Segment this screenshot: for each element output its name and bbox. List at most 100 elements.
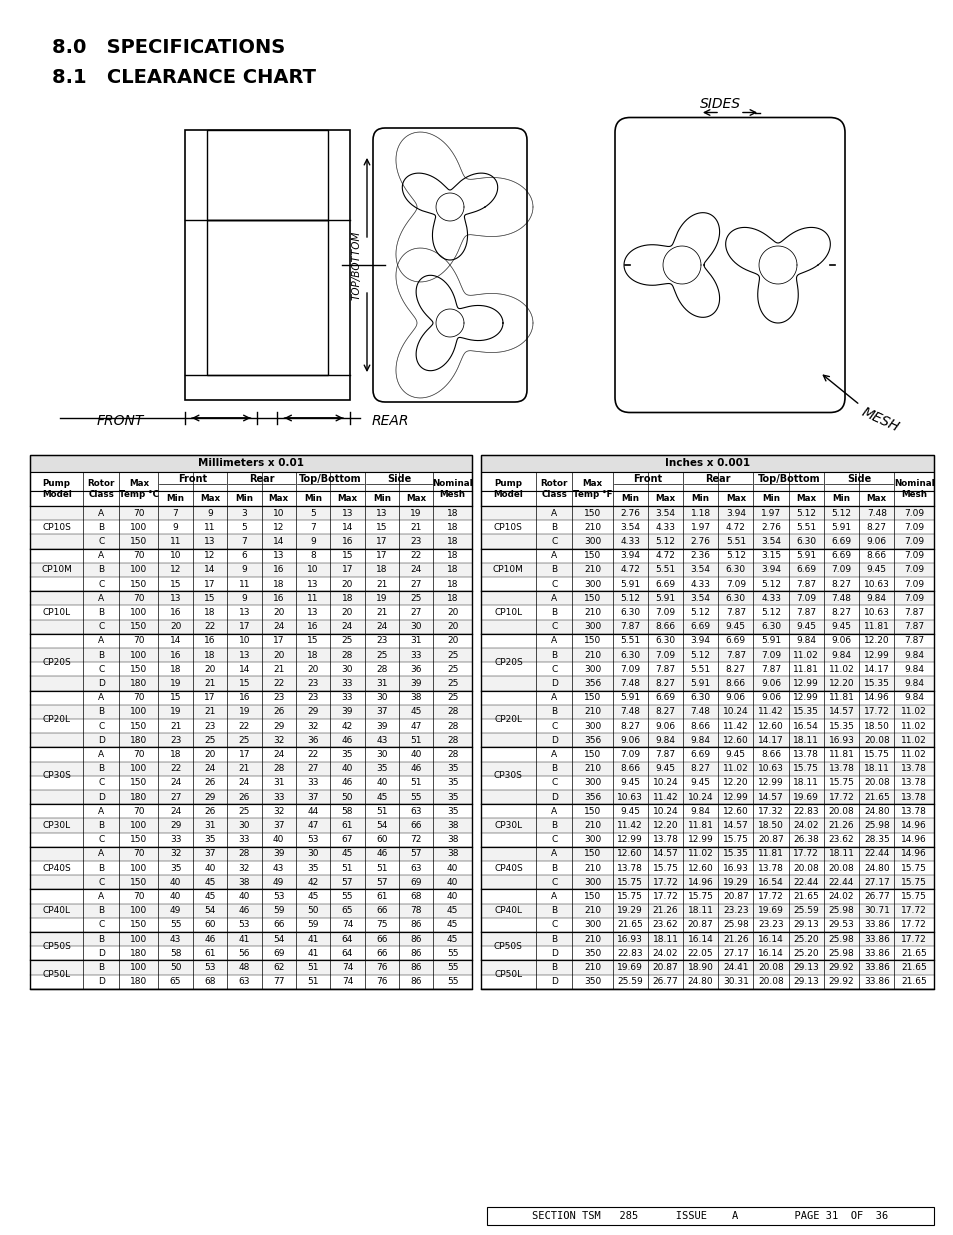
Text: CP40L: CP40L <box>494 906 522 915</box>
Text: 9.84: 9.84 <box>690 736 710 745</box>
Text: 12.20: 12.20 <box>863 636 888 646</box>
Text: 41: 41 <box>307 935 318 944</box>
Text: 38: 38 <box>446 821 458 830</box>
Text: 6.30: 6.30 <box>796 537 816 546</box>
Bar <box>30 677 472 690</box>
Text: 19.29: 19.29 <box>617 906 642 915</box>
Text: SECTION TSM   285      ISSUE    A         PAGE 31  OF  36: SECTION TSM 285 ISSUE A PAGE 31 OF 36 <box>532 1212 887 1221</box>
Text: Pump
Model: Pump Model <box>42 479 71 499</box>
Text: 150: 150 <box>130 664 148 674</box>
Text: 17: 17 <box>204 693 215 703</box>
Text: A: A <box>551 551 557 561</box>
Text: 9.84: 9.84 <box>690 806 710 816</box>
Text: 19.29: 19.29 <box>722 878 748 887</box>
Text: 13: 13 <box>170 594 181 603</box>
Text: CP10S: CP10S <box>42 522 71 532</box>
Text: 60: 60 <box>204 920 215 930</box>
Text: 24.02: 24.02 <box>652 948 678 958</box>
Text: 15.75: 15.75 <box>901 892 926 902</box>
Text: 46: 46 <box>341 778 353 788</box>
Text: 26.38: 26.38 <box>793 835 819 845</box>
Text: 28: 28 <box>375 664 387 674</box>
Text: 10.24: 10.24 <box>652 806 678 816</box>
Text: 300: 300 <box>583 835 600 845</box>
Text: B: B <box>551 863 557 873</box>
Text: 5.12: 5.12 <box>725 551 745 561</box>
Text: 5: 5 <box>310 509 315 517</box>
Text: 28: 28 <box>447 736 457 745</box>
Text: 100: 100 <box>130 522 148 532</box>
Text: 54: 54 <box>204 906 215 915</box>
Text: 25: 25 <box>238 806 250 816</box>
Bar <box>480 946 933 961</box>
Text: 23.62: 23.62 <box>652 920 678 930</box>
Text: 12.20: 12.20 <box>722 778 748 788</box>
Text: 22.44: 22.44 <box>793 878 818 887</box>
Text: 17.72: 17.72 <box>828 793 854 802</box>
Text: 3: 3 <box>241 509 247 517</box>
Text: 25.98: 25.98 <box>863 821 889 830</box>
Text: 13: 13 <box>341 509 353 517</box>
Text: 210: 210 <box>583 708 600 716</box>
Text: 6.30: 6.30 <box>690 693 710 703</box>
Text: 4.33: 4.33 <box>760 594 781 603</box>
Text: 16: 16 <box>341 537 353 546</box>
Bar <box>30 520 472 535</box>
Text: 13.78: 13.78 <box>901 778 926 788</box>
Bar <box>30 605 472 620</box>
Text: 26.77: 26.77 <box>652 977 678 987</box>
Text: 18.11: 18.11 <box>862 764 889 773</box>
Text: REAR: REAR <box>371 414 408 429</box>
Text: CP10M: CP10M <box>493 566 523 574</box>
Text: 40: 40 <box>170 878 181 887</box>
Text: 38: 38 <box>238 878 250 887</box>
Text: 18: 18 <box>307 651 318 659</box>
Bar <box>30 506 472 520</box>
Text: 27.17: 27.17 <box>722 948 748 958</box>
Text: 6.30: 6.30 <box>760 622 781 631</box>
Text: 47: 47 <box>410 721 421 731</box>
Text: B: B <box>98 935 104 944</box>
Text: 7.09: 7.09 <box>903 566 923 574</box>
Text: 46: 46 <box>204 935 215 944</box>
Text: 13: 13 <box>375 509 387 517</box>
Text: 77: 77 <box>273 977 284 987</box>
Bar <box>207 220 328 375</box>
Text: 20: 20 <box>341 579 353 589</box>
Text: 19: 19 <box>170 708 181 716</box>
Text: 7.09: 7.09 <box>725 579 745 589</box>
Text: 37: 37 <box>273 821 284 830</box>
Text: C: C <box>98 721 105 731</box>
Text: 9.45: 9.45 <box>725 750 745 760</box>
Text: 24: 24 <box>341 622 353 631</box>
Text: 18: 18 <box>446 551 458 561</box>
Text: 15: 15 <box>307 636 318 646</box>
Text: 7: 7 <box>172 509 178 517</box>
Text: 7.87: 7.87 <box>903 622 923 631</box>
Text: 150: 150 <box>130 537 148 546</box>
Text: Rotor
Class: Rotor Class <box>540 479 567 499</box>
Text: 23: 23 <box>307 693 318 703</box>
Text: 65: 65 <box>341 906 353 915</box>
Text: 7.48: 7.48 <box>619 679 639 688</box>
Text: 11.81: 11.81 <box>687 821 713 830</box>
Text: 6.69: 6.69 <box>655 693 675 703</box>
Text: 11.42: 11.42 <box>652 793 678 802</box>
Text: 7.87: 7.87 <box>796 608 816 618</box>
Text: 33.86: 33.86 <box>862 948 889 958</box>
Text: 23: 23 <box>307 679 318 688</box>
Text: 55: 55 <box>410 793 421 802</box>
Text: C: C <box>551 664 557 674</box>
Text: 8.27: 8.27 <box>619 721 639 731</box>
Text: 9.06: 9.06 <box>725 693 745 703</box>
Text: Max
Temp °F: Max Temp °F <box>572 479 612 499</box>
Text: Min: Min <box>167 494 184 503</box>
Bar <box>480 918 933 932</box>
Text: C: C <box>551 920 557 930</box>
Text: 14.96: 14.96 <box>687 878 713 887</box>
Text: 18.11: 18.11 <box>793 736 819 745</box>
Text: Min: Min <box>620 494 639 503</box>
Text: 10: 10 <box>307 566 318 574</box>
Text: B: B <box>98 963 104 972</box>
Text: 13.78: 13.78 <box>758 863 783 873</box>
